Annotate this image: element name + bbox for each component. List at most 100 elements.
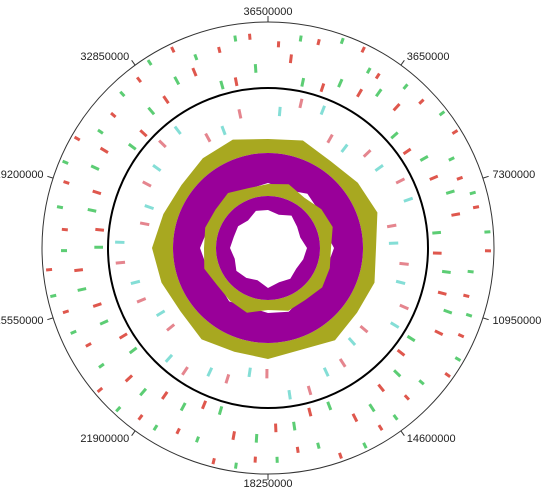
gene-feature <box>377 383 386 393</box>
gene-feature <box>298 98 304 109</box>
gene-feature <box>195 436 200 443</box>
gene-feature <box>347 337 357 346</box>
gene-feature <box>374 164 384 172</box>
gene-feature <box>392 414 399 421</box>
gene-feature <box>97 128 104 135</box>
gene-feature <box>418 98 425 105</box>
gene-feature <box>130 279 141 286</box>
gene-feature <box>61 227 68 232</box>
gene-feature <box>389 321 400 329</box>
tick-mark <box>47 175 54 179</box>
gene-feature <box>402 83 409 90</box>
gene-feature <box>155 309 166 318</box>
gene-feature <box>127 142 137 151</box>
gene-feature <box>217 46 222 54</box>
gene-feature <box>248 33 252 40</box>
tick-label: 7300000 <box>492 169 535 181</box>
gene-feature <box>231 431 236 441</box>
gene-feature <box>340 143 349 153</box>
gene-feature <box>362 149 372 158</box>
gene-feature <box>99 146 109 154</box>
gene-feature <box>339 37 345 45</box>
gene-feature <box>434 329 444 336</box>
gene-feature <box>326 401 333 411</box>
gene-feature <box>147 106 156 116</box>
gene-feature <box>110 111 117 119</box>
gene-feature <box>432 230 442 235</box>
gene-feature <box>96 386 104 394</box>
tick-label: 36500000 <box>244 6 293 18</box>
gene-feature <box>63 180 70 185</box>
gene-feature <box>337 78 344 88</box>
tick-mark <box>47 317 54 321</box>
gene-feature <box>395 279 406 286</box>
gene-feature <box>166 323 176 332</box>
gene-feature <box>457 333 465 339</box>
gene-feature <box>403 394 411 401</box>
gene-feature <box>118 332 128 340</box>
gene-feature <box>469 190 477 196</box>
gene-feature <box>418 379 425 386</box>
gene-feature <box>152 424 159 432</box>
gene-feature <box>319 105 326 116</box>
gene-feature <box>77 287 87 292</box>
gene-feature <box>247 367 252 378</box>
gene-feature <box>465 312 473 318</box>
gene-feature <box>254 433 259 443</box>
gene-feature <box>467 269 474 274</box>
gene-feature <box>399 261 409 266</box>
gene-feature <box>181 366 189 376</box>
gene-feature <box>316 442 321 449</box>
gene-feature <box>74 268 84 273</box>
gene-feature <box>451 129 459 135</box>
gene-feature <box>233 35 238 42</box>
gene-feature <box>146 59 153 66</box>
gene-feature <box>365 67 372 74</box>
gene-feature <box>70 329 77 335</box>
gene-feature <box>375 88 383 98</box>
gene-feature <box>419 154 429 162</box>
gene-feature <box>50 293 57 299</box>
gene-feature <box>338 358 347 368</box>
gene-feature <box>393 369 402 378</box>
gene-feature <box>45 267 53 272</box>
gene-feature <box>224 373 231 384</box>
gene-feature <box>292 421 297 431</box>
gene-feature <box>170 46 176 54</box>
gene-feature <box>92 302 102 308</box>
tick-mark <box>400 430 405 436</box>
tick-mark <box>131 430 136 436</box>
gene-feature <box>395 177 406 185</box>
gene-feature <box>158 139 167 149</box>
gene-feature <box>287 389 292 400</box>
gene-feature <box>144 204 155 211</box>
gene-feature <box>211 457 216 465</box>
gene-feature <box>99 319 109 326</box>
gene-feature <box>98 362 105 369</box>
gene-feature <box>402 147 412 156</box>
gene-feature <box>85 342 92 348</box>
divider-circle <box>107 87 429 409</box>
gene-feature <box>288 54 293 64</box>
gene-feature <box>137 414 144 421</box>
gene-feature <box>429 174 439 181</box>
gene-feature <box>115 405 122 413</box>
gene-feature <box>173 125 182 135</box>
gene-feature <box>220 125 227 136</box>
gene-feature <box>451 212 461 217</box>
gene-feature <box>306 385 313 396</box>
gene-feature <box>295 446 300 454</box>
gene-feature <box>443 308 453 315</box>
gene-feature <box>173 76 181 86</box>
gene-feature <box>441 269 451 275</box>
gene-feature <box>90 164 100 171</box>
tick-label: 29200000 <box>0 169 44 181</box>
gene-feature <box>300 77 306 87</box>
outer-circle <box>41 21 495 475</box>
gene-feature <box>136 297 147 304</box>
gene-feature <box>377 424 384 432</box>
gene-feature <box>456 175 464 181</box>
gc-ring <box>216 196 320 300</box>
gene-feature <box>448 156 455 162</box>
